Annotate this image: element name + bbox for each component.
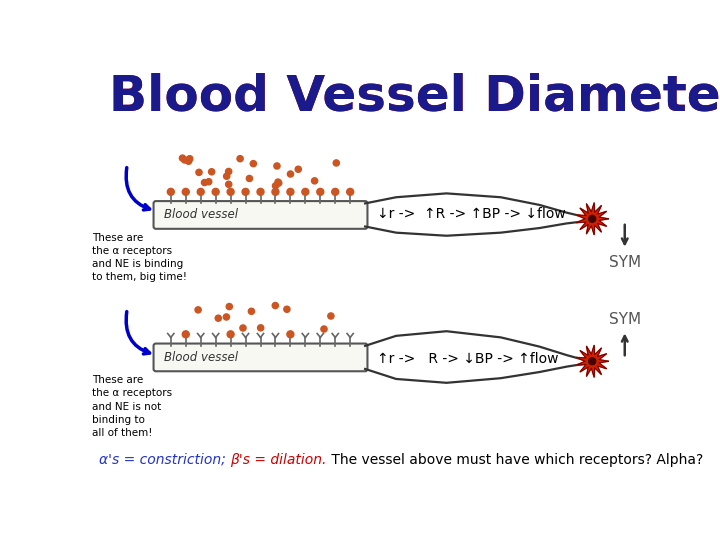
Circle shape	[196, 169, 202, 176]
Text: The vessel above must have which receptors? Alpha?: The vessel above must have which recepto…	[327, 453, 703, 467]
Text: Blood vessel: Blood vessel	[163, 351, 238, 364]
Circle shape	[295, 166, 302, 172]
Text: α's = constriction;: α's = constriction;	[99, 453, 230, 467]
Polygon shape	[577, 345, 608, 377]
Circle shape	[258, 325, 264, 331]
Text: These are
the α receptors
and NE is binding
to them, big time!: These are the α receptors and NE is bind…	[92, 233, 187, 282]
Circle shape	[589, 215, 595, 222]
Circle shape	[317, 188, 324, 195]
Circle shape	[167, 188, 174, 195]
Circle shape	[251, 160, 256, 167]
Circle shape	[332, 188, 338, 195]
Circle shape	[197, 188, 204, 195]
Text: Blood vessel: Blood vessel	[163, 208, 238, 221]
Circle shape	[274, 163, 280, 169]
Text: Blood Vessel Diameter: SYM: Blood Vessel Diameter: SYM	[109, 72, 720, 120]
Circle shape	[240, 325, 246, 331]
Circle shape	[182, 188, 189, 195]
Circle shape	[312, 178, 318, 184]
Circle shape	[242, 188, 249, 195]
Text: Blood Vessel Diameter:: Blood Vessel Diameter:	[109, 72, 720, 120]
Text: β's = dilation.: β's = dilation.	[230, 453, 327, 467]
Circle shape	[321, 326, 327, 332]
Circle shape	[302, 188, 309, 195]
FancyBboxPatch shape	[153, 343, 367, 372]
Circle shape	[272, 188, 279, 195]
Polygon shape	[577, 202, 608, 235]
Circle shape	[206, 179, 212, 185]
Circle shape	[182, 331, 189, 338]
Circle shape	[226, 303, 233, 309]
Circle shape	[589, 358, 595, 365]
Circle shape	[333, 160, 339, 166]
Circle shape	[287, 188, 294, 195]
Circle shape	[287, 171, 294, 177]
Circle shape	[257, 188, 264, 195]
Circle shape	[284, 306, 290, 312]
Circle shape	[248, 308, 255, 314]
Circle shape	[195, 307, 201, 313]
Circle shape	[328, 313, 334, 319]
Circle shape	[212, 188, 219, 195]
Circle shape	[186, 158, 192, 164]
Circle shape	[225, 168, 232, 174]
Circle shape	[223, 314, 230, 320]
Circle shape	[225, 181, 232, 187]
Circle shape	[275, 179, 281, 185]
Text: These are
the α receptors
and NE is not
binding to
all of them!: These are the α receptors and NE is not …	[92, 375, 173, 438]
Circle shape	[202, 179, 207, 186]
Text: ↓r ->  ↑R -> ↑BP -> ↓flow: ↓r -> ↑R -> ↑BP -> ↓flow	[377, 207, 565, 221]
Circle shape	[179, 155, 186, 161]
Circle shape	[347, 188, 354, 195]
Circle shape	[181, 157, 188, 163]
Circle shape	[246, 176, 253, 181]
Circle shape	[227, 331, 234, 338]
Circle shape	[224, 173, 230, 179]
Circle shape	[227, 188, 234, 195]
Circle shape	[186, 156, 193, 162]
Text: SYM: SYM	[608, 255, 641, 270]
Text: ↑r ->   R -> ↓BP -> ↑flow: ↑r -> R -> ↓BP -> ↑flow	[377, 352, 558, 366]
Circle shape	[237, 156, 243, 162]
Circle shape	[276, 180, 282, 186]
Circle shape	[287, 331, 294, 338]
Circle shape	[272, 183, 279, 189]
Circle shape	[215, 315, 221, 321]
Text: SYM: SYM	[608, 312, 641, 327]
FancyBboxPatch shape	[153, 201, 367, 229]
Circle shape	[272, 302, 279, 309]
Circle shape	[209, 168, 215, 175]
